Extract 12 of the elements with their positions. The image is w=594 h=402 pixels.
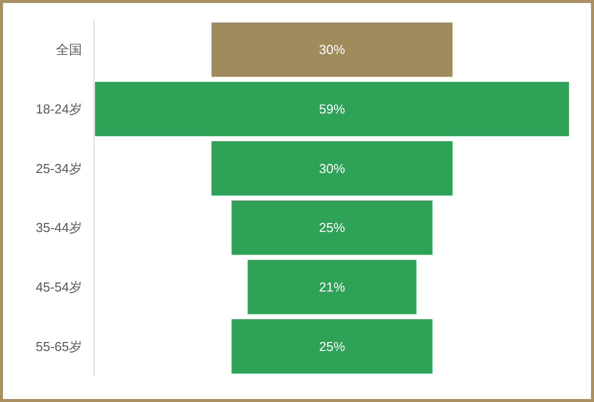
data-label: 21% (318, 280, 346, 294)
category-label: 35-44岁 (36, 220, 82, 236)
category-label: 18-24岁 (36, 102, 82, 116)
data-label: 25% (318, 338, 346, 354)
category-label: 45-54岁 (36, 280, 82, 294)
data-label: 59% (318, 102, 346, 116)
data-label: 30% (318, 42, 346, 58)
category-label: 全国 (56, 42, 82, 58)
data-label: 25% (318, 220, 346, 236)
data-label: 30% (318, 160, 346, 176)
category-label: 25-34岁 (36, 160, 82, 176)
category-label: 55-65岁 (36, 338, 82, 354)
